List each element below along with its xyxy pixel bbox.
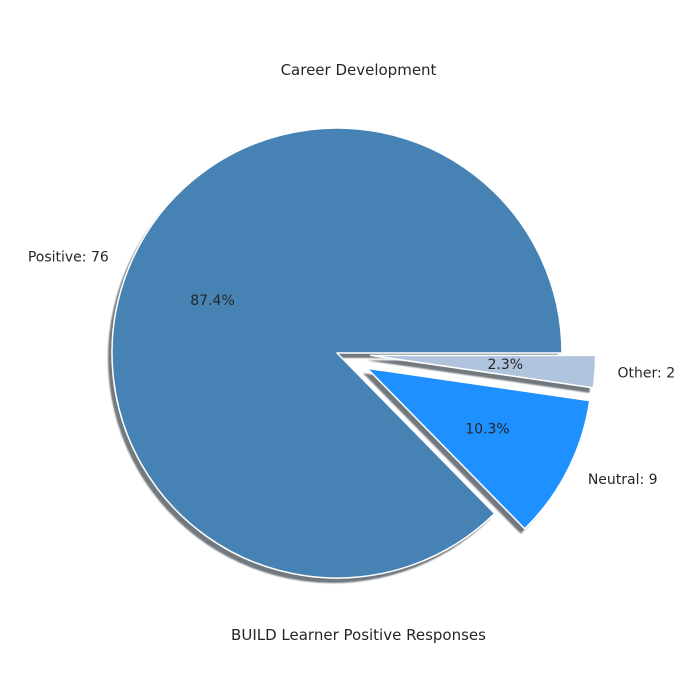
pie-percent-other: 2.3% [488,357,524,373]
pie-slice-neutral [366,367,591,530]
pie-slice-positive [111,127,563,579]
pie-slice-other [369,354,597,389]
pie-label-positive: Positive: 76 [28,249,109,265]
pie-label-other: Other: 2 [618,365,676,381]
pie-label-neutral: Neutral: 9 [588,472,658,488]
chart-xlabel: BUILD Learner Positive Responses [231,626,486,644]
pie-percent-neutral: 10.3% [465,421,509,437]
pie-percent-positive: 87.4% [190,293,234,309]
pie-labels: Positive: 76 87.4% Neutral: 9 10.3% Other: 2… [28,249,675,488]
pie-slices [111,127,597,579]
chart-title: Career Development [280,61,437,79]
